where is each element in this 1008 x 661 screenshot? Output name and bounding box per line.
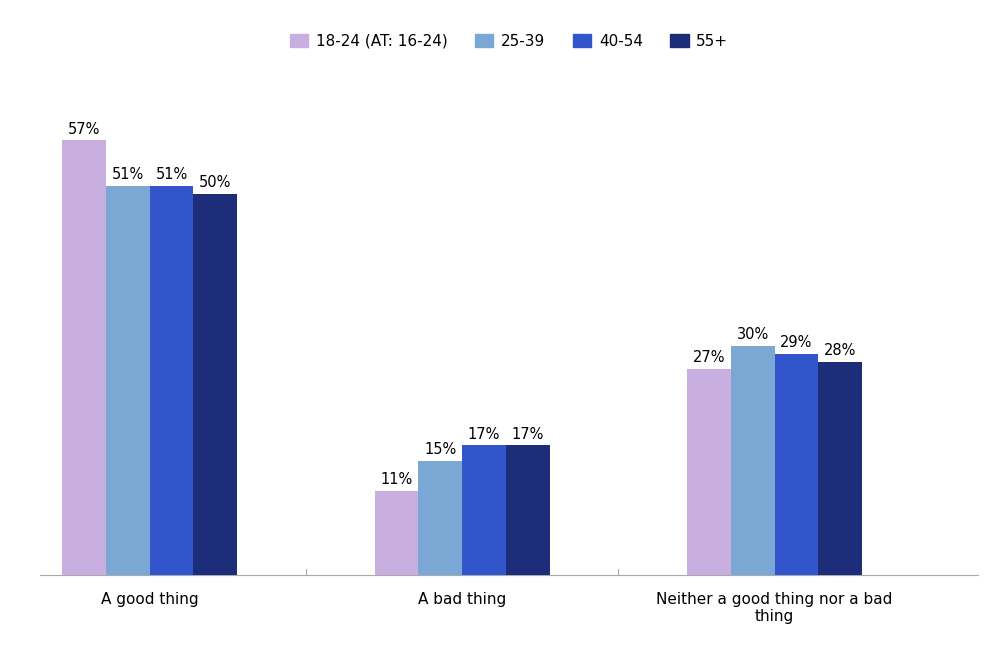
Bar	[818, 362, 862, 575]
Bar	[774, 354, 818, 575]
Bar	[375, 491, 418, 575]
Text: 28%: 28%	[825, 342, 857, 358]
Bar	[418, 461, 462, 575]
Text: 29%: 29%	[780, 335, 812, 350]
Bar	[62, 140, 106, 575]
Bar	[506, 446, 549, 575]
Text: 50%: 50%	[200, 175, 232, 190]
Text: 17%: 17%	[468, 426, 500, 442]
Text: 17%: 17%	[512, 426, 544, 442]
Text: 15%: 15%	[424, 442, 457, 457]
Bar	[687, 369, 731, 575]
Bar	[149, 186, 194, 575]
Bar	[462, 446, 506, 575]
Legend: 18-24 (AT: 16-24), 25-39, 40-54, 55+: 18-24 (AT: 16-24), 25-39, 40-54, 55+	[283, 28, 735, 55]
Bar	[731, 346, 775, 575]
Text: 51%: 51%	[155, 167, 187, 182]
Text: 57%: 57%	[68, 122, 100, 137]
Text: 51%: 51%	[112, 167, 144, 182]
Text: 11%: 11%	[380, 473, 412, 487]
Text: 27%: 27%	[692, 350, 726, 366]
Bar	[106, 186, 149, 575]
Text: 30%: 30%	[737, 327, 769, 342]
Bar	[194, 194, 237, 575]
